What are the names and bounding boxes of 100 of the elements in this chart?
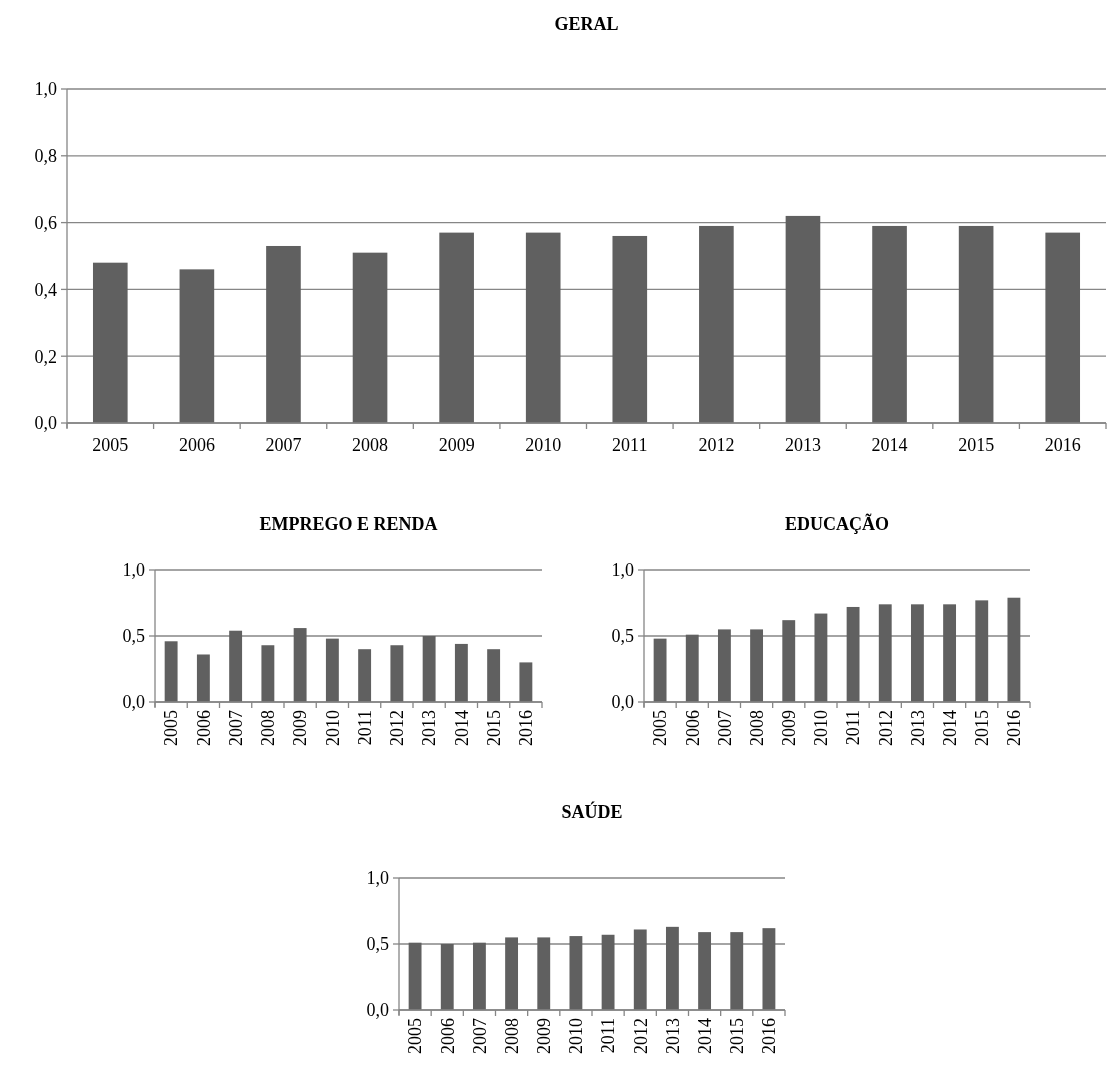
bar bbox=[454, 643, 468, 702]
y-tick-label: 1,0 bbox=[611, 560, 634, 581]
bar bbox=[164, 641, 178, 702]
x-tick-label: 2007 bbox=[714, 710, 735, 746]
x-tick-label: 2009 bbox=[290, 710, 311, 746]
y-tick-label: 0,6 bbox=[34, 212, 57, 233]
y-tick-label: 0,8 bbox=[34, 146, 57, 167]
y-tick-label: 0,5 bbox=[122, 626, 145, 647]
bar bbox=[569, 936, 583, 1010]
bar bbox=[910, 604, 924, 702]
bar bbox=[958, 225, 994, 423]
bar bbox=[179, 269, 215, 423]
x-tick-label: 2015 bbox=[483, 710, 504, 746]
bar bbox=[525, 232, 561, 423]
bar bbox=[730, 932, 744, 1010]
y-tick-label: 0,0 bbox=[366, 1000, 389, 1021]
x-tick-label: 2014 bbox=[939, 710, 960, 746]
x-tick-label: 2016 bbox=[759, 1018, 780, 1054]
chart-title: EMPREGO E RENDA bbox=[259, 514, 438, 534]
x-tick-label: 2012 bbox=[875, 710, 896, 746]
x-tick-label: 2012 bbox=[698, 435, 735, 455]
bar bbox=[261, 645, 275, 702]
x-tick-label: 2006 bbox=[178, 435, 215, 455]
bar bbox=[266, 245, 301, 423]
bar bbox=[633, 929, 647, 1010]
bar bbox=[422, 636, 436, 702]
x-tick-label: 2010 bbox=[811, 710, 832, 746]
x-tick-label: 2005 bbox=[161, 710, 182, 746]
x-tick-label: 2014 bbox=[451, 710, 472, 746]
bar bbox=[229, 630, 243, 702]
bar bbox=[196, 654, 210, 702]
bar bbox=[975, 600, 989, 702]
bar bbox=[878, 604, 892, 702]
bar bbox=[717, 629, 731, 702]
y-tick-label: 1,0 bbox=[122, 560, 145, 581]
bar bbox=[390, 645, 404, 702]
x-tick-label: 2006 bbox=[193, 710, 214, 746]
x-tick-label: 2011 bbox=[843, 710, 864, 746]
x-tick-label: 2008 bbox=[352, 435, 389, 455]
y-tick-label: 0,2 bbox=[34, 346, 57, 367]
x-tick-label: 2015 bbox=[727, 1018, 748, 1054]
x-tick-label: 2008 bbox=[258, 710, 279, 746]
x-tick-label: 2011 bbox=[598, 1018, 619, 1054]
bar bbox=[814, 613, 828, 702]
y-tick-label: 0,5 bbox=[366, 934, 389, 955]
x-tick-label: 2005 bbox=[650, 710, 671, 746]
x-tick-label: 2015 bbox=[972, 710, 993, 746]
x-tick-label: 2010 bbox=[525, 435, 562, 455]
bar bbox=[872, 225, 907, 423]
bar bbox=[352, 252, 388, 423]
bar bbox=[685, 634, 699, 702]
x-tick-label: 2005 bbox=[405, 1018, 426, 1054]
bar bbox=[1007, 597, 1021, 702]
x-tick-label: 2013 bbox=[419, 710, 440, 746]
x-tick-label: 2012 bbox=[387, 710, 408, 746]
x-tick-label: 2013 bbox=[662, 1018, 683, 1054]
chart-title: EDUCAÇÃO bbox=[784, 513, 890, 534]
x-tick-label: 2012 bbox=[630, 1018, 651, 1054]
y-tick-label: 0,5 bbox=[611, 626, 634, 647]
x-tick-label: 2009 bbox=[534, 1018, 555, 1054]
bar bbox=[782, 620, 796, 702]
bar bbox=[846, 606, 860, 702]
x-tick-label: 2016 bbox=[1044, 435, 1081, 455]
x-tick-label: 2009 bbox=[779, 710, 800, 746]
x-tick-label: 2015 bbox=[958, 435, 995, 455]
bar bbox=[505, 937, 519, 1010]
bar bbox=[293, 628, 307, 702]
bar bbox=[698, 932, 712, 1010]
x-tick-label: 2007 bbox=[265, 435, 302, 455]
bar bbox=[440, 944, 454, 1010]
bar bbox=[92, 262, 128, 423]
bar bbox=[601, 934, 615, 1010]
bar bbox=[653, 638, 667, 702]
chart-title: GERAL bbox=[554, 14, 619, 34]
x-tick-label: 2007 bbox=[469, 1018, 490, 1054]
bar bbox=[487, 649, 501, 702]
bar bbox=[408, 942, 422, 1010]
x-tick-label: 2011 bbox=[354, 710, 375, 746]
x-tick-label: 2008 bbox=[501, 1018, 522, 1054]
bar bbox=[472, 942, 486, 1010]
y-tick-label: 0,0 bbox=[34, 413, 57, 434]
bar bbox=[762, 928, 776, 1010]
chart-title: SAÚDE bbox=[561, 801, 623, 822]
x-tick-label: 2013 bbox=[907, 710, 928, 746]
y-tick-label: 0,0 bbox=[611, 692, 634, 713]
x-tick-label: 2009 bbox=[438, 435, 475, 455]
bar bbox=[750, 629, 764, 702]
x-tick-label: 2005 bbox=[92, 435, 129, 455]
x-tick-label: 2007 bbox=[225, 710, 246, 746]
bar bbox=[943, 604, 957, 702]
y-tick-label: 0,4 bbox=[34, 279, 57, 300]
bar bbox=[665, 926, 679, 1010]
bar bbox=[537, 937, 551, 1010]
x-tick-label: 2010 bbox=[322, 710, 343, 746]
x-tick-label: 2010 bbox=[566, 1018, 587, 1054]
x-tick-label: 2011 bbox=[612, 435, 648, 455]
x-tick-label: 2008 bbox=[746, 710, 767, 746]
y-tick-label: 1,0 bbox=[34, 79, 57, 100]
x-tick-label: 2016 bbox=[1004, 710, 1025, 746]
bar bbox=[1045, 232, 1081, 423]
